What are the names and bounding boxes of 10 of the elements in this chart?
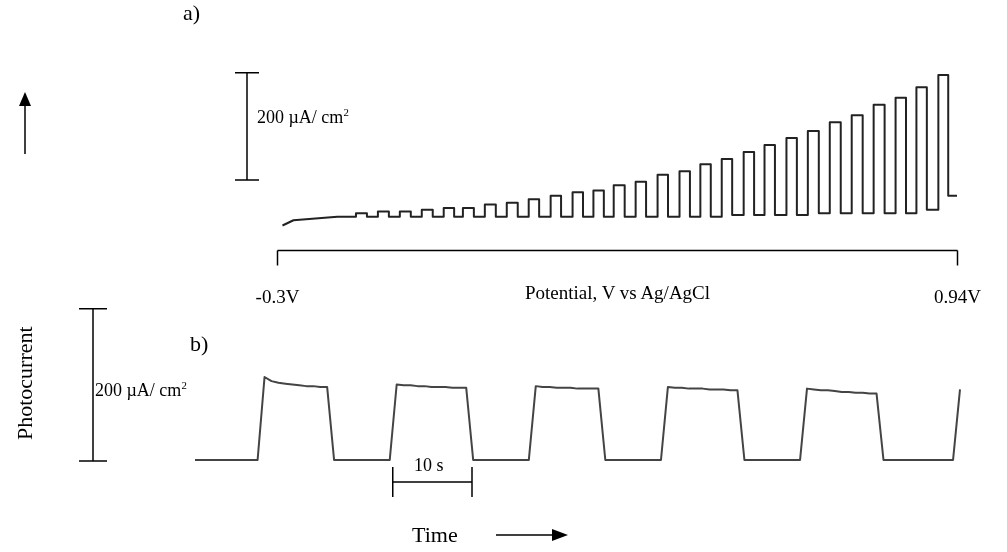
x-tick-label: 0.94V bbox=[934, 285, 982, 307]
chart-title: b) bbox=[190, 331, 209, 356]
annotation: 200 µA/ cm$^{2}$ bbox=[257, 106, 349, 127]
y-axis-title: Photocurrent bbox=[12, 326, 37, 440]
chart-title: a) bbox=[183, 0, 201, 25]
x-axis-title: Potential, V vs Ag/AgCl bbox=[524, 281, 711, 303]
x-tick-label: -0.3V bbox=[255, 285, 300, 307]
text: 200 µA/ cm$^{2}$ bbox=[95, 379, 187, 400]
x-axis-title: Time bbox=[412, 522, 458, 547]
annotation: 10 s bbox=[414, 455, 444, 475]
